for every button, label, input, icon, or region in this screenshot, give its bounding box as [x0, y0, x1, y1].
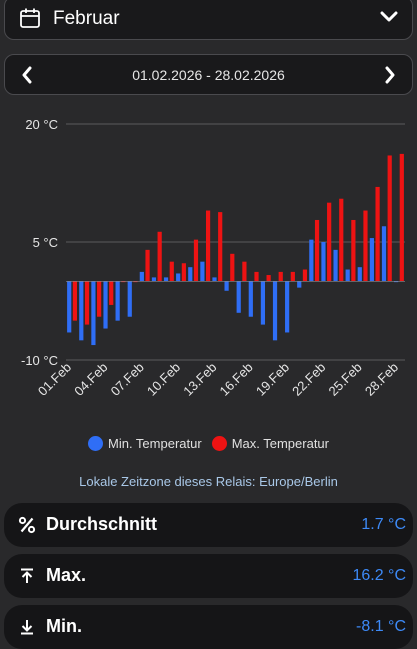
bar-min-04.Feb[interactable] [103, 281, 108, 329]
bar-max-09.Feb[interactable] [169, 261, 174, 282]
chevron-right-icon[interactable] [384, 66, 396, 84]
bar-max-06.Feb[interactable] [133, 281, 138, 283]
stat-average-label: Durchschnitt [46, 514, 158, 534]
bar-min-21.Feb[interactable] [309, 239, 314, 282]
bar-min-24.Feb[interactable] [345, 269, 350, 282]
bar-min-05.Feb[interactable] [115, 281, 120, 321]
bar-min-20.Feb[interactable] [297, 281, 302, 288]
legend-item-max[interactable]: Max. Temperatur [211, 436, 329, 451]
bar-min-11.Feb[interactable] [188, 267, 193, 282]
legend-dot-min [88, 436, 103, 451]
y-tick-label: 20 °C [25, 117, 58, 132]
legend-item-min[interactable]: Min. Temperatur [88, 436, 202, 451]
bar-min-03.Feb[interactable] [91, 281, 96, 346]
x-tick-label: 07.Feb [108, 360, 147, 399]
bar-min-17.Feb[interactable] [260, 281, 266, 325]
bar-max-26.Feb[interactable] [375, 186, 380, 282]
bar-min-09.Feb[interactable] [163, 277, 169, 282]
month-select[interactable]: Februar [4, 0, 413, 40]
bar-min-27.Feb[interactable] [381, 226, 387, 282]
bar-min-07.Feb[interactable] [139, 271, 144, 282]
bar-min-10.Feb[interactable] [176, 273, 181, 282]
chevron-down-icon[interactable] [380, 11, 398, 23]
x-tick-label: 28.Feb [362, 360, 401, 399]
legend-label-min: Min. Temperatur [108, 436, 202, 451]
bar-max-07.Feb[interactable] [145, 249, 150, 282]
bar-max-19.Feb[interactable] [290, 271, 295, 282]
bar-min-22.Feb[interactable] [321, 242, 326, 282]
bar-max-13.Feb[interactable] [218, 212, 223, 282]
stat-max-value: 16.2 °C [352, 567, 406, 584]
bar-min-02.Feb[interactable] [79, 281, 84, 341]
bar-max-12.Feb[interactable] [205, 210, 211, 282]
chart-legend: Min. Temperatur Max. Temperatur [0, 436, 417, 451]
legend-dot-max [211, 436, 227, 451]
bar-max-11.Feb[interactable] [193, 239, 199, 282]
bar-max-18.Feb[interactable] [278, 271, 283, 282]
bar-max-04.Feb[interactable] [109, 281, 114, 305]
bar-max-22.Feb[interactable] [327, 202, 332, 282]
bar-min-25.Feb[interactable] [357, 267, 362, 282]
bar-min-28.Feb[interactable] [393, 281, 399, 283]
legend-label-max: Max. Temperatur [231, 436, 329, 451]
bar-max-15.Feb[interactable] [242, 261, 247, 282]
bar-min-18.Feb[interactable] [272, 281, 278, 341]
stat-min-value: -8.1 °C [356, 618, 406, 635]
bar-min-08.Feb[interactable] [151, 277, 157, 282]
date-range-bar: 01.02.2026 - 28.02.2026 [4, 54, 413, 95]
bar-min-01.Feb[interactable] [67, 281, 72, 333]
bar-min-26.Feb[interactable] [369, 238, 374, 282]
bar-min-19.Feb[interactable] [285, 281, 290, 333]
month-select-label: Februar [53, 8, 120, 29]
arrow-up-to-line-icon [21, 568, 33, 583]
stat-average-value: 1.7 °C [361, 516, 406, 533]
calendar-icon [20, 8, 40, 28]
bar-max-28.Feb[interactable] [399, 153, 404, 282]
bar-max-08.Feb[interactable] [157, 231, 162, 282]
bar-max-17.Feb[interactable] [266, 275, 271, 282]
stat-max: Max. 16.2 °C [4, 554, 413, 598]
y-tick-label: -10 °C [21, 353, 58, 368]
percent-icon [18, 516, 36, 534]
stat-min: Min. -8.1 °C [4, 605, 413, 649]
bar-min-15.Feb[interactable] [236, 281, 241, 313]
stat-average: Durchschnitt 1.7 °C [4, 503, 413, 547]
date-range-text: 01.02.2026 - 28.02.2026 [132, 67, 285, 83]
x-tick-label: 22.Feb [289, 360, 328, 399]
y-tick-label: 5 °C [33, 235, 58, 250]
temperature-chart: 20 °C5 °C-10 °C01.Feb04.Feb07.Feb10.Feb1… [21, 117, 405, 399]
x-tick-label: 10.Feb [144, 360, 183, 399]
x-tick-label: 16.Feb [217, 360, 256, 399]
bar-max-25.Feb[interactable] [363, 210, 368, 282]
bar-max-01.Feb[interactable] [72, 281, 78, 321]
bar-min-12.Feb[interactable] [200, 261, 205, 282]
bar-min-16.Feb[interactable] [248, 281, 253, 317]
stat-min-label: Min. [46, 616, 82, 636]
x-tick-label: 13.Feb [180, 360, 219, 399]
bar-max-20.Feb[interactable] [302, 269, 308, 282]
x-tick-label: 25.Feb [326, 360, 365, 399]
bar-min-06.Feb[interactable] [127, 281, 132, 317]
bar-max-21.Feb[interactable] [314, 219, 320, 282]
x-tick-label: 19.Feb [253, 360, 292, 399]
bar-min-14.Feb[interactable] [224, 281, 229, 291]
bar-max-23.Feb[interactable] [339, 198, 344, 282]
bar-min-13.Feb[interactable] [212, 277, 217, 282]
bar-max-16.Feb[interactable] [254, 271, 259, 282]
bar-max-10.Feb[interactable] [181, 263, 186, 282]
chevron-left-icon[interactable] [21, 66, 33, 84]
bar-max-03.Feb[interactable] [97, 281, 102, 317]
arrow-down-to-line-icon [21, 620, 33, 635]
bar-max-05.Feb[interactable] [121, 281, 126, 283]
x-tick-label: 04.Feb [71, 360, 110, 399]
stat-max-label: Max. [46, 565, 87, 585]
timezone-note: Lokale Zeitzone dieses Relais: Europe/Be… [79, 474, 338, 489]
bar-max-02.Feb[interactable] [84, 281, 90, 325]
bar-max-14.Feb[interactable] [230, 253, 235, 282]
bar-max-24.Feb[interactable] [351, 219, 356, 282]
bar-min-23.Feb[interactable] [333, 249, 338, 282]
bar-max-27.Feb[interactable] [387, 155, 392, 282]
